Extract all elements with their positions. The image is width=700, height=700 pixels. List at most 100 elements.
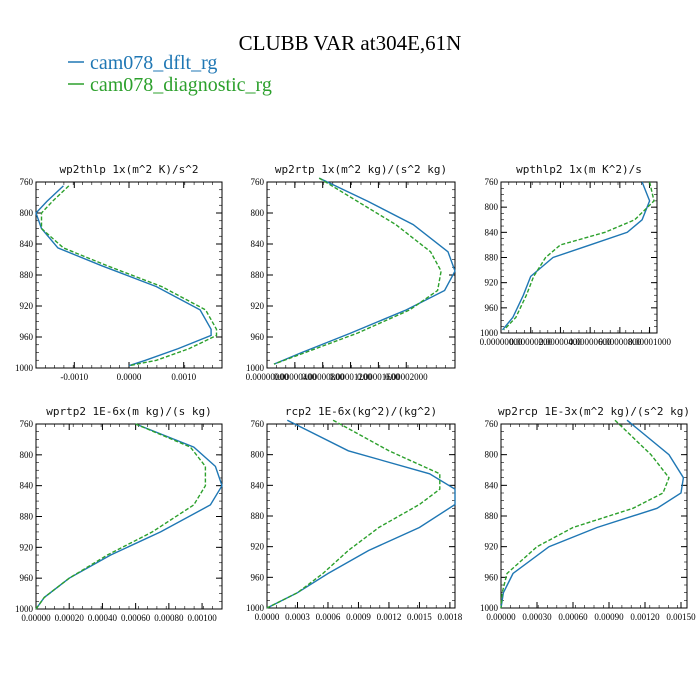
figure-title: CLUBB VAR at304E,61N bbox=[239, 31, 462, 55]
y-tick-label: 760 bbox=[485, 177, 499, 187]
y-tick-label: 1000 bbox=[480, 328, 499, 338]
plot-frame bbox=[35, 423, 223, 610]
series-line-dflt bbox=[35, 423, 223, 610]
y-tick-label: 1000 bbox=[15, 604, 34, 614]
y-tick-label: 880 bbox=[251, 511, 265, 521]
chart-panel-3: wpthlp2 1x(m K^2)/s 760 800 840 880 920 960 100… bbox=[480, 163, 672, 347]
series-line-diagnostic bbox=[500, 419, 670, 609]
x-tick-label: 0.0006 bbox=[316, 612, 341, 622]
series-line-diagnostic bbox=[40, 185, 218, 367]
x-tick-label: 0.00000400 bbox=[273, 372, 316, 382]
y-tick-label: 840 bbox=[251, 480, 265, 490]
plot-frame bbox=[500, 423, 688, 609]
x-tick-label: 0.00000600 bbox=[569, 337, 612, 347]
y-tick-label: 840 bbox=[485, 480, 499, 490]
x-tick-label: 0.00000000 bbox=[480, 337, 523, 347]
series-line-dflt bbox=[501, 181, 651, 331]
plot-frame bbox=[266, 423, 456, 609]
minor-ticks bbox=[266, 423, 456, 609]
series-line-diagnostic bbox=[35, 423, 207, 610]
minor-ticks bbox=[500, 423, 688, 609]
x-tick-label: 0.0000 bbox=[255, 612, 280, 622]
chart-panel-2: wp2rtp 1x(m^2 kg)/(s^2 kg) 760 800 840 880 92… bbox=[246, 163, 456, 382]
minor-ticks bbox=[35, 423, 223, 610]
y-tick-label: 920 bbox=[20, 542, 34, 552]
x-tick-label: -0.0010 bbox=[60, 372, 88, 382]
series-line-diagnostic bbox=[273, 177, 442, 365]
panels: wp2thlp 1x(m^2 K)/s^2 760 800 840 880 920 960 1… bbox=[15, 163, 696, 623]
y-tick-label: 960 bbox=[485, 303, 499, 313]
y-tick-label: 920 bbox=[251, 301, 265, 311]
y-tick-label: 840 bbox=[20, 481, 34, 491]
x-tick-label: 0.00120 bbox=[630, 612, 660, 622]
y-tick-label: 920 bbox=[251, 542, 265, 552]
y-tick-label: 1000 bbox=[246, 603, 265, 613]
y-tick-label: 760 bbox=[251, 177, 265, 187]
chart-panel-6: wp2rcp 1E-3x(m^2 kg)/(s^2 kg)760 800 840 88… bbox=[480, 405, 696, 622]
y-tick-label: 920 bbox=[20, 301, 34, 311]
y-tick-label: 960 bbox=[251, 332, 265, 342]
x-tick-label: 0.00030 bbox=[522, 612, 552, 622]
x-tick-label: 0.0003 bbox=[285, 612, 310, 622]
minor-ticks bbox=[266, 181, 456, 369]
series-line-dflt bbox=[500, 419, 685, 609]
x-tick-label: 0.0000 bbox=[117, 372, 142, 382]
y-tick-label: 800 bbox=[20, 208, 34, 218]
y-tick-label: 1000 bbox=[480, 603, 499, 613]
x-tick-label: 0.00020 bbox=[55, 613, 85, 623]
x-tick-label: 0.00001200 bbox=[329, 372, 372, 382]
x-tick-label: 0.0010 bbox=[171, 372, 196, 382]
series-line-dflt bbox=[266, 419, 456, 609]
series-line-dflt bbox=[35, 185, 212, 367]
chart-panel-1: wp2thlp 1x(m^2 K)/s^2 760 800 840 880 920 960 1… bbox=[15, 163, 223, 382]
panel-title: wprtp2 1E-6x(m kg)/(s kg) bbox=[46, 405, 212, 418]
y-tick-label: 880 bbox=[20, 512, 34, 522]
minor-ticks bbox=[35, 181, 223, 369]
y-tick-label: 920 bbox=[485, 542, 499, 552]
y-tick-label: 1000 bbox=[15, 363, 34, 373]
x-tick-label: 0.00000 bbox=[486, 612, 516, 622]
x-tick-label: 0.00000200 bbox=[509, 337, 552, 347]
panel-title: wp2rcp 1E-3x(m^2 kg)/(s^2 kg) bbox=[498, 405, 690, 418]
y-tick-label: 800 bbox=[20, 450, 34, 460]
y-tick-label: 880 bbox=[251, 270, 265, 280]
x-tick-label: 0.00090 bbox=[594, 612, 624, 622]
y-tick-label: 880 bbox=[485, 511, 499, 521]
y-tick-label: 800 bbox=[251, 208, 265, 218]
plot-frame bbox=[500, 181, 658, 334]
x-tick-label: 0.00100 bbox=[187, 613, 217, 623]
x-tick-label: 0.0015 bbox=[407, 612, 432, 622]
x-tick-label: 0.00002000 bbox=[385, 372, 428, 382]
plot-frame bbox=[35, 181, 223, 369]
legend-label-dflt: cam078_dflt_rg bbox=[90, 52, 217, 74]
x-tick-label: 0.00001600 bbox=[357, 372, 400, 382]
y-tick-label: 760 bbox=[485, 419, 499, 429]
legend: cam078_dflt_rg cam078_diagnostic_rg bbox=[68, 52, 272, 96]
y-tick-label: 840 bbox=[485, 227, 499, 237]
y-tick-label: 960 bbox=[20, 332, 34, 342]
y-tick-label: 840 bbox=[251, 239, 265, 249]
minor-ticks bbox=[500, 181, 658, 334]
y-tick-label: 880 bbox=[20, 270, 34, 280]
y-tick-label: 800 bbox=[485, 202, 499, 212]
x-tick-label: 0.00000400 bbox=[539, 337, 582, 347]
legend-label-diagnostic: cam078_diagnostic_rg bbox=[90, 74, 272, 96]
x-tick-label: 0.00040 bbox=[88, 613, 118, 623]
series-line-diagnostic bbox=[503, 181, 655, 331]
y-tick-label: 760 bbox=[20, 419, 34, 429]
x-tick-label: 0.00150 bbox=[666, 612, 696, 622]
y-tick-label: 760 bbox=[20, 177, 34, 187]
x-tick-label: 0.00001000 bbox=[628, 337, 671, 347]
chart-panel-5: rcp2 1E-6x(kg^2)/(kg^2) 760 800 840 880 920 96… bbox=[246, 405, 463, 622]
panel-title: rcp2 1E-6x(kg^2)/(kg^2) bbox=[285, 405, 437, 418]
y-tick-label: 960 bbox=[20, 573, 34, 583]
y-tick-label: 960 bbox=[485, 572, 499, 582]
series-line-dflt bbox=[273, 177, 456, 365]
y-tick-label: 840 bbox=[20, 239, 34, 249]
panel-title: wp2rtp 1x(m^2 kg)/(s^2 kg) bbox=[275, 163, 447, 176]
x-tick-label: 0.00060 bbox=[558, 612, 588, 622]
x-tick-label: 0.00000800 bbox=[598, 337, 641, 347]
x-tick-label: 0.0018 bbox=[438, 612, 463, 622]
y-tick-label: 800 bbox=[251, 450, 265, 460]
